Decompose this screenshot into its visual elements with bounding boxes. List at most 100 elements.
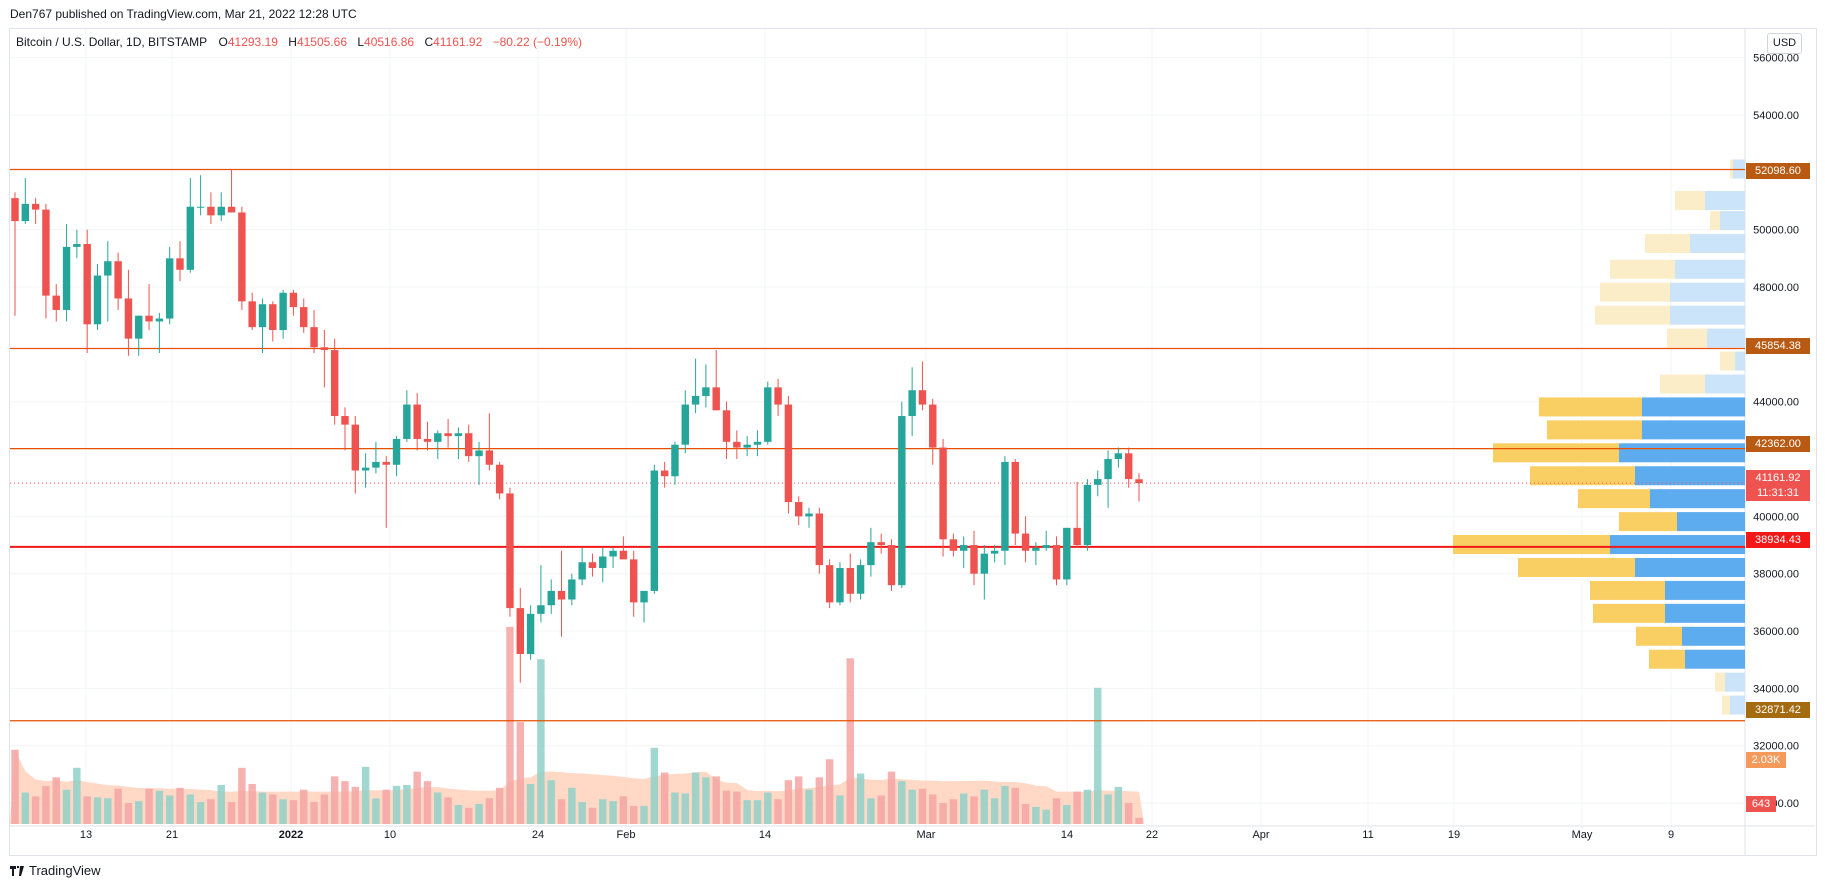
volume-bar [83, 796, 91, 824]
candle-body [949, 539, 958, 551]
volume-profile-up [1675, 259, 1745, 279]
legend-open-key: O [218, 35, 228, 49]
currency-button[interactable]: USD [1767, 33, 1802, 54]
candle-body [42, 209, 50, 296]
candle-body [207, 206, 215, 216]
x-tick-label: 14 [1061, 829, 1073, 841]
last-price-tag: 41161.92 [1746, 470, 1810, 486]
volume-bar [774, 799, 782, 824]
volume-bar [485, 798, 494, 824]
volume-bar [681, 793, 689, 824]
y-tick-label: 56000.00 [1753, 53, 1799, 65]
volume-bar [413, 771, 421, 824]
footer-brand[interactable]: TradingView [10, 863, 101, 878]
candle-body [1094, 479, 1102, 485]
volume-profile-down [1722, 695, 1730, 715]
legend-close-key: C [424, 35, 434, 49]
x-tick-label: 2022 [279, 829, 303, 841]
candle-body [434, 433, 442, 442]
bar-countdown-tag: 11:31:31 [1746, 485, 1810, 501]
volume-bar [351, 786, 360, 824]
volume-bar [62, 789, 71, 824]
candle-body [712, 387, 720, 411]
level-tag-32871: 32871.42 [1746, 702, 1810, 718]
y-tick-label: 44000.00 [1753, 397, 1799, 409]
volume-bar [73, 767, 81, 824]
symbol-legend: Bitcoin / U.S. Dollar, 1D, BITSTAMP O412… [16, 35, 589, 49]
volume-profile-down [1720, 351, 1735, 371]
candle-body [1124, 453, 1133, 480]
price-chart[interactable]: 56000.00 54000.00 50000.00 48000.00 44000.00… [10, 29, 1815, 855]
volume-profile-down [1530, 466, 1635, 486]
volume-bar [918, 788, 927, 824]
volume-bar [743, 800, 751, 824]
candle-body [248, 301, 256, 328]
candle-body [31, 203, 40, 210]
volume-profile-up [1682, 626, 1745, 646]
candle-body [217, 206, 225, 216]
volume-bar [196, 802, 205, 824]
volume-bar [516, 722, 524, 824]
volume-bar [691, 772, 700, 824]
candle-body [794, 502, 803, 517]
volume-profile-up [1610, 535, 1745, 555]
candle-body [372, 461, 380, 468]
candle-body [753, 441, 762, 445]
volume-bar [630, 805, 638, 824]
y-tick-label: 36000.00 [1753, 626, 1799, 638]
volume-bar [1094, 687, 1102, 824]
candle-body [908, 390, 916, 417]
candle-body [764, 387, 772, 442]
candle-body [1042, 545, 1050, 548]
volume-profile-down [1710, 211, 1720, 231]
candle-body [1063, 527, 1071, 580]
level-tag-42362: 42362.00 [1746, 436, 1810, 452]
level-tag-45854: 45854.38 [1746, 338, 1810, 354]
candle-body [846, 567, 854, 594]
candle-body [93, 275, 102, 325]
volume-bar [712, 776, 720, 824]
volume-profile-down [1675, 191, 1705, 211]
volume-bar [568, 787, 576, 824]
volume-profile-up [1730, 695, 1745, 715]
candle-body [1052, 545, 1061, 580]
volume-bar [805, 789, 813, 824]
volume-bar [722, 790, 731, 824]
volume-bar [526, 784, 535, 824]
volume-bar [794, 776, 803, 824]
volume-bar [330, 776, 339, 824]
candle-body [382, 461, 390, 465]
candle-body [21, 203, 30, 222]
volume-bar [836, 795, 844, 824]
volume-bar [372, 798, 380, 824]
candle-body [856, 565, 865, 594]
volume-bar [764, 792, 772, 824]
volume-bar [52, 777, 60, 824]
candle-body [403, 404, 411, 439]
volume-bar [382, 789, 390, 824]
candle-body [630, 559, 638, 603]
candle-body [743, 444, 751, 448]
volume-bar [135, 801, 143, 824]
candle-body [361, 467, 370, 471]
candle-body [929, 404, 937, 448]
volume-profile-down [1493, 443, 1619, 463]
x-tick-label: 9 [1668, 829, 1674, 841]
volume-profile-up [1642, 397, 1745, 417]
volume-profile-down [1590, 580, 1665, 600]
volume-bar [300, 789, 308, 824]
candle-body [155, 318, 164, 322]
candle-body [465, 433, 473, 457]
candle-body [330, 350, 339, 417]
candle-body [320, 347, 329, 351]
legend-high-key: H [288, 35, 297, 49]
volume-bar [898, 781, 906, 824]
candle-body [135, 315, 143, 339]
volume-bar [671, 792, 679, 824]
candle-body [970, 545, 978, 574]
volume-bar [506, 626, 514, 824]
candle-body [11, 198, 19, 222]
tradingview-logo-icon [10, 865, 24, 876]
volume-bar [537, 659, 545, 824]
volume-bar [908, 789, 916, 824]
